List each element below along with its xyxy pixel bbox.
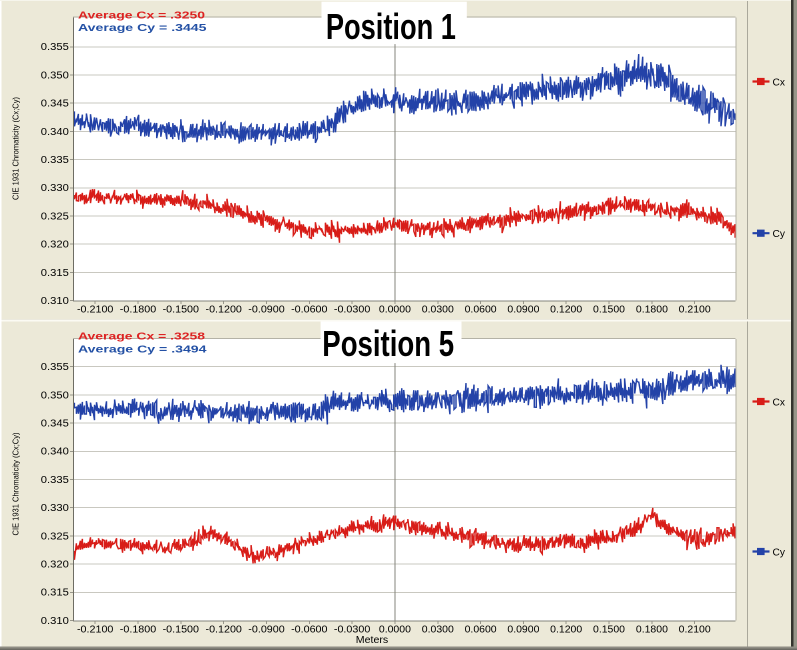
svg-text:-0.0900: -0.0900	[248, 624, 285, 635]
svg-text:-0.1200: -0.1200	[206, 624, 243, 635]
svg-text:0.355: 0.355	[41, 42, 69, 53]
svg-text:0.0000: 0.0000	[379, 624, 411, 635]
svg-text:0.355: 0.355	[41, 362, 69, 373]
svg-text:0.310: 0.310	[41, 296, 69, 307]
svg-text:-0.0600: -0.0600	[291, 304, 328, 315]
svg-text:0.0600: 0.0600	[465, 304, 497, 315]
svg-text:-0.1200: -0.1200	[206, 304, 243, 315]
svg-text:-0.1800: -0.1800	[120, 304, 157, 315]
svg-text:-0.0600: -0.0600	[291, 624, 328, 635]
svg-text:Position 1: Position 1	[326, 6, 456, 47]
svg-text:0.335: 0.335	[41, 475, 69, 486]
svg-text:0.325: 0.325	[41, 211, 69, 222]
svg-text:Meters: Meters	[356, 635, 388, 646]
svg-text:0.340: 0.340	[41, 447, 69, 458]
svg-text:0.335: 0.335	[41, 155, 69, 166]
svg-text:0.2100: 0.2100	[679, 624, 711, 635]
svg-text:0.345: 0.345	[41, 419, 69, 430]
svg-text:0.340: 0.340	[41, 127, 69, 138]
svg-text:-0.0300: -0.0300	[334, 624, 371, 635]
svg-text:0.325: 0.325	[41, 531, 69, 542]
svg-text:0.315: 0.315	[41, 268, 69, 279]
svg-text:0.1800: 0.1800	[636, 304, 668, 315]
svg-text:-0.0300: -0.0300	[334, 304, 371, 315]
svg-text:Average Cy = .3494: Average Cy = .3494	[78, 344, 207, 355]
svg-text:0.330: 0.330	[41, 503, 69, 514]
svg-text:CIE 1931 Chromaticity (Cx;Cy): CIE 1931 Chromaticity (Cx;Cy)	[11, 432, 20, 535]
svg-text:0.320: 0.320	[41, 560, 69, 571]
svg-text:-0.0900: -0.0900	[248, 304, 285, 315]
svg-text:Average Cy = .3445: Average Cy = .3445	[78, 23, 207, 34]
svg-text:CIE 1931 Chromaticity (Cx;Cy): CIE 1931 Chromaticity (Cx;Cy)	[11, 97, 20, 200]
svg-text:0.1200: 0.1200	[550, 624, 582, 635]
svg-text:-0.2100: -0.2100	[77, 304, 114, 315]
svg-text:-0.1800: -0.1800	[120, 624, 157, 635]
svg-text:0.0600: 0.0600	[465, 624, 497, 635]
svg-text:-0.1500: -0.1500	[163, 624, 200, 635]
svg-text:0.315: 0.315	[41, 588, 69, 599]
svg-text:0.0300: 0.0300	[422, 624, 454, 635]
svg-text:0.0000: 0.0000	[379, 304, 411, 315]
svg-text:Average Cx = .3258: Average Cx = .3258	[78, 332, 206, 343]
svg-text:Average Cx = .3250: Average Cx = .3250	[78, 10, 206, 21]
svg-text:Position 5: Position 5	[322, 323, 454, 364]
svg-text:0.1500: 0.1500	[593, 304, 625, 315]
svg-text:Cx: Cx	[773, 397, 785, 408]
svg-text:0.350: 0.350	[41, 70, 69, 81]
svg-text:0.330: 0.330	[41, 183, 69, 194]
svg-text:-0.1500: -0.1500	[163, 304, 200, 315]
svg-text:Cy: Cy	[773, 547, 786, 558]
svg-text:Cx: Cx	[773, 77, 785, 88]
svg-text:0.320: 0.320	[41, 240, 69, 251]
svg-text:0.2100: 0.2100	[679, 304, 711, 315]
svg-text:0.0900: 0.0900	[507, 624, 539, 635]
svg-text:0.1200: 0.1200	[550, 304, 582, 315]
svg-text:0.310: 0.310	[41, 616, 69, 627]
svg-text:Cy: Cy	[773, 229, 786, 240]
svg-text:-0.2100: -0.2100	[77, 624, 114, 635]
svg-text:0.0300: 0.0300	[422, 304, 454, 315]
svg-text:0.1800: 0.1800	[636, 624, 668, 635]
svg-text:0.350: 0.350	[41, 390, 69, 401]
svg-text:0.1500: 0.1500	[593, 624, 625, 635]
svg-text:0.345: 0.345	[41, 99, 69, 110]
svg-text:0.0900: 0.0900	[507, 304, 539, 315]
